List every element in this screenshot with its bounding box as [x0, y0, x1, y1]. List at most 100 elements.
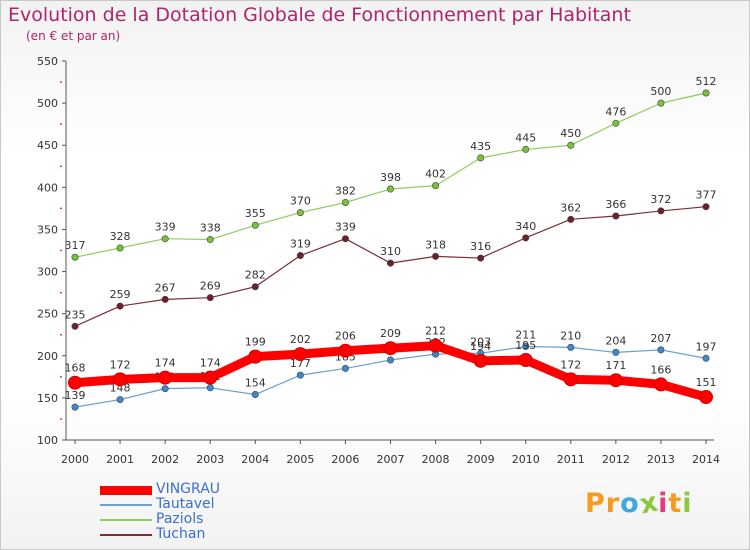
y-tick-label: 550 [37, 55, 58, 68]
x-tick-label: 2012 [602, 453, 630, 466]
data-point [68, 375, 82, 390]
data-point [612, 348, 620, 356]
chart-subtitle: (en € et par an) [26, 29, 121, 43]
data-point [158, 370, 173, 385]
data-label: 435 [470, 140, 491, 153]
data-label: 166 [650, 363, 671, 376]
data-point [341, 235, 349, 243]
data-point [567, 343, 575, 351]
data-point [386, 356, 394, 364]
data-point [518, 352, 533, 367]
x-tick-label: 2001 [106, 453, 134, 466]
x-tick-label: 2005 [286, 453, 314, 466]
data-point [432, 182, 440, 190]
data-label: 177 [290, 357, 311, 370]
y-tick-label: 350 [37, 223, 58, 236]
data-label: 206 [335, 330, 356, 343]
data-point [608, 373, 623, 388]
data-point [206, 236, 214, 244]
data-label: 171 [605, 359, 626, 372]
data-label: 339 [155, 221, 176, 234]
data-label: 382 [335, 184, 356, 197]
data-point [206, 384, 214, 392]
x-tick-label: 2007 [377, 453, 405, 466]
data-label: 172 [560, 358, 581, 371]
data-label: 372 [650, 193, 671, 206]
data-label: 174 [155, 357, 176, 370]
data-point [116, 396, 124, 404]
data-label: 317 [65, 239, 86, 252]
data-point [248, 349, 263, 364]
proxiti-logo: Proxiti [585, 486, 693, 520]
data-label: 362 [560, 201, 581, 214]
data-label: 139 [65, 389, 86, 402]
data-label: 259 [110, 288, 131, 301]
data-point [293, 347, 308, 362]
data-point [612, 212, 620, 220]
data-label: 202 [290, 333, 311, 346]
data-point [657, 99, 665, 107]
legend-label: Tuchan [156, 526, 206, 542]
data-point [296, 252, 304, 260]
data-label: 207 [650, 332, 671, 345]
legend-swatch [100, 534, 152, 536]
series-paziols: 317 328 339 338 355 370 382 398 402 435 445 450 476 5… [65, 75, 717, 261]
data-point [567, 215, 575, 223]
logo-letter: o [620, 488, 640, 519]
data-point [251, 391, 259, 399]
x-tick-label: 2011 [557, 453, 585, 466]
data-label: 340 [515, 220, 536, 233]
legend-swatch [100, 519, 152, 521]
data-point [567, 141, 575, 149]
data-label: 319 [290, 238, 311, 251]
data-label: 339 [335, 221, 356, 234]
data-point [338, 343, 353, 358]
logo-letter: P [585, 488, 606, 519]
data-label: 366 [605, 198, 626, 211]
data-label: 203 [470, 335, 491, 348]
series-tuchan: 235 259 267 269 282 319 339 310 318 316 340 362 366 3… [65, 189, 717, 330]
y-tick-label: 500 [37, 97, 58, 110]
data-label: 512 [696, 75, 717, 88]
x-tick-label: 2013 [647, 453, 675, 466]
legend-label: VINGRAU [156, 481, 221, 497]
data-label: 195 [515, 339, 536, 352]
logo-letter: t [668, 488, 683, 519]
data-point [71, 322, 79, 330]
data-point [522, 343, 530, 351]
legend-label: Tautavel [156, 496, 215, 512]
logo-letter: i [658, 488, 669, 519]
data-point [251, 283, 259, 291]
data-label: 235 [65, 308, 86, 321]
x-tick-label: 2000 [61, 453, 89, 466]
data-point [657, 207, 665, 215]
legend-label: Paziols [156, 511, 204, 527]
x-tick-label: 2010 [512, 453, 540, 466]
data-point [702, 354, 710, 362]
data-point [296, 371, 304, 379]
x-tick-label: 2006 [331, 453, 359, 466]
data-label: 204 [605, 334, 626, 347]
data-label: 355 [245, 207, 266, 220]
data-point [428, 338, 443, 353]
data-point [657, 346, 665, 354]
data-label: 282 [245, 269, 266, 282]
data-label: 398 [380, 171, 401, 184]
data-point [203, 370, 218, 385]
data-label: 338 [200, 222, 221, 235]
data-label: 269 [200, 280, 221, 293]
data-label: 172 [110, 358, 131, 371]
y-tick-label: 250 [37, 308, 58, 321]
data-label: 154 [245, 377, 266, 390]
data-label: 316 [470, 240, 491, 253]
data-label: 197 [696, 340, 717, 353]
data-point [113, 372, 128, 387]
data-label: 168 [65, 362, 86, 375]
data-label: 212 [425, 325, 446, 338]
data-point [206, 294, 214, 302]
x-tick-label: 2008 [422, 453, 450, 466]
y-tick-label: 100 [37, 434, 58, 447]
legend-swatch [100, 485, 152, 495]
data-label: 500 [650, 85, 671, 98]
